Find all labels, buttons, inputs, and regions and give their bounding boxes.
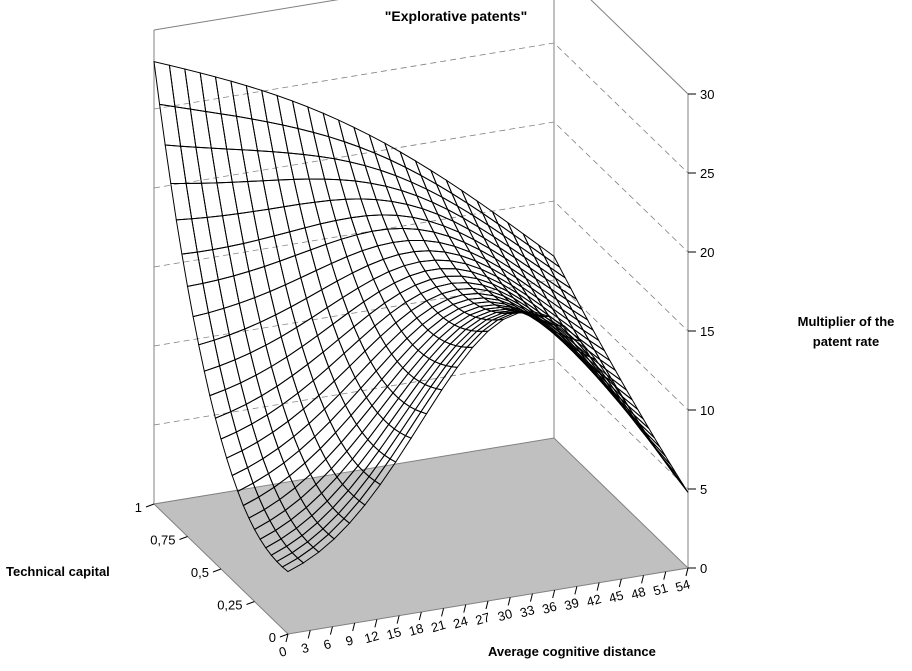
x-ticks: 0 3 6 9 12 15 18 21 24 27 30 33 36 39 42 45 48 51 54 [277, 567, 692, 660]
x-tick-mark [552, 589, 556, 599]
y-tick-label: 0,75 [150, 533, 175, 548]
x-tick-label: 36 [540, 598, 558, 616]
x-tick-mark [329, 626, 333, 635]
y-tick-mark [179, 536, 188, 540]
z-axis-label: Multiplier of the patent rate [780, 312, 912, 352]
x-tick-mark [374, 619, 378, 628]
y-tick-label: 1 [135, 500, 142, 515]
x-tick-mark [396, 615, 400, 624]
x-tick-label: 30 [496, 606, 514, 624]
surface-cell [281, 557, 305, 573]
x-tick-mark [663, 571, 667, 580]
y-tick-mark [279, 633, 289, 638]
z-gridline [153, 200, 689, 332]
x-tick-label: 6 [322, 636, 333, 652]
x-tick-label: 24 [452, 613, 470, 631]
x-tick-mark [685, 567, 689, 577]
z-axis-label-line1: Multiplier of the [797, 314, 895, 329]
z-tick-label: 10 [700, 403, 714, 418]
z-gridline [153, 42, 689, 174]
z-tick-label: 0 [700, 561, 707, 576]
x-tick-mark [307, 630, 311, 639]
z-tick-label: 25 [700, 166, 714, 181]
x-tick-label: 18 [407, 620, 425, 638]
z-axis-label-line2: patent rate [812, 334, 880, 349]
x-tick-mark [441, 608, 445, 617]
x-tick-label: 9 [344, 632, 355, 648]
y-tick-mark [212, 568, 222, 573]
z-gridlines [153, 42, 689, 490]
chart-title: "Explorative patents" [384, 8, 528, 24]
x-tick-label: 0 [277, 643, 288, 659]
y-tick-mark [145, 503, 155, 508]
z-gridline [153, 279, 689, 411]
z-gridline [153, 121, 689, 253]
x-tick-mark [507, 597, 511, 606]
surface-mesh [153, 60, 689, 573]
x-tick-mark [463, 604, 467, 613]
y-tick-label: 0,5 [191, 565, 209, 580]
x-axis-label: Average cognitive distance [488, 644, 656, 659]
x-tick-label: 54 [674, 576, 692, 594]
x-tick-label: 12 [363, 628, 381, 646]
x-tick-label: 33 [518, 602, 536, 620]
x-tick-label: 3 [299, 640, 310, 656]
x-tick-mark [285, 633, 289, 643]
x-tick-mark [574, 586, 578, 595]
x-tick-label: 51 [652, 580, 670, 598]
y-axis-label: Technical capital [6, 564, 110, 579]
y-tick-label: 0 [269, 630, 276, 645]
x-tick-label: 27 [474, 609, 492, 627]
x-tick-label: 39 [563, 595, 581, 613]
z-gridline [153, 358, 689, 490]
x-tick-label: 21 [429, 617, 447, 635]
x-tick-mark [596, 582, 600, 591]
y-tick-label: 0,25 [217, 598, 242, 613]
x-tick-mark [641, 575, 645, 584]
z-tick-label: 20 [700, 245, 714, 260]
x-tick-mark [418, 611, 422, 621]
x-tick-label: 45 [607, 587, 625, 605]
z-tick-label: 15 [700, 324, 714, 339]
x-tick-label: 42 [585, 591, 603, 609]
z-tick-label: 30 [700, 87, 714, 102]
x-tick-mark [352, 622, 356, 632]
x-tick-mark [529, 593, 533, 602]
x-tick-label: 48 [629, 584, 647, 602]
x-tick-label: 15 [385, 624, 403, 642]
x-tick-mark [485, 600, 489, 610]
z-ticks: 0 5 10 15 20 25 30 [688, 87, 714, 576]
y-tick-mark [246, 601, 255, 605]
x-tick-mark [618, 578, 622, 588]
z-tick-label: 5 [700, 482, 707, 497]
y-ticks: 0 0,25 0,5 0,75 1 [135, 500, 289, 645]
